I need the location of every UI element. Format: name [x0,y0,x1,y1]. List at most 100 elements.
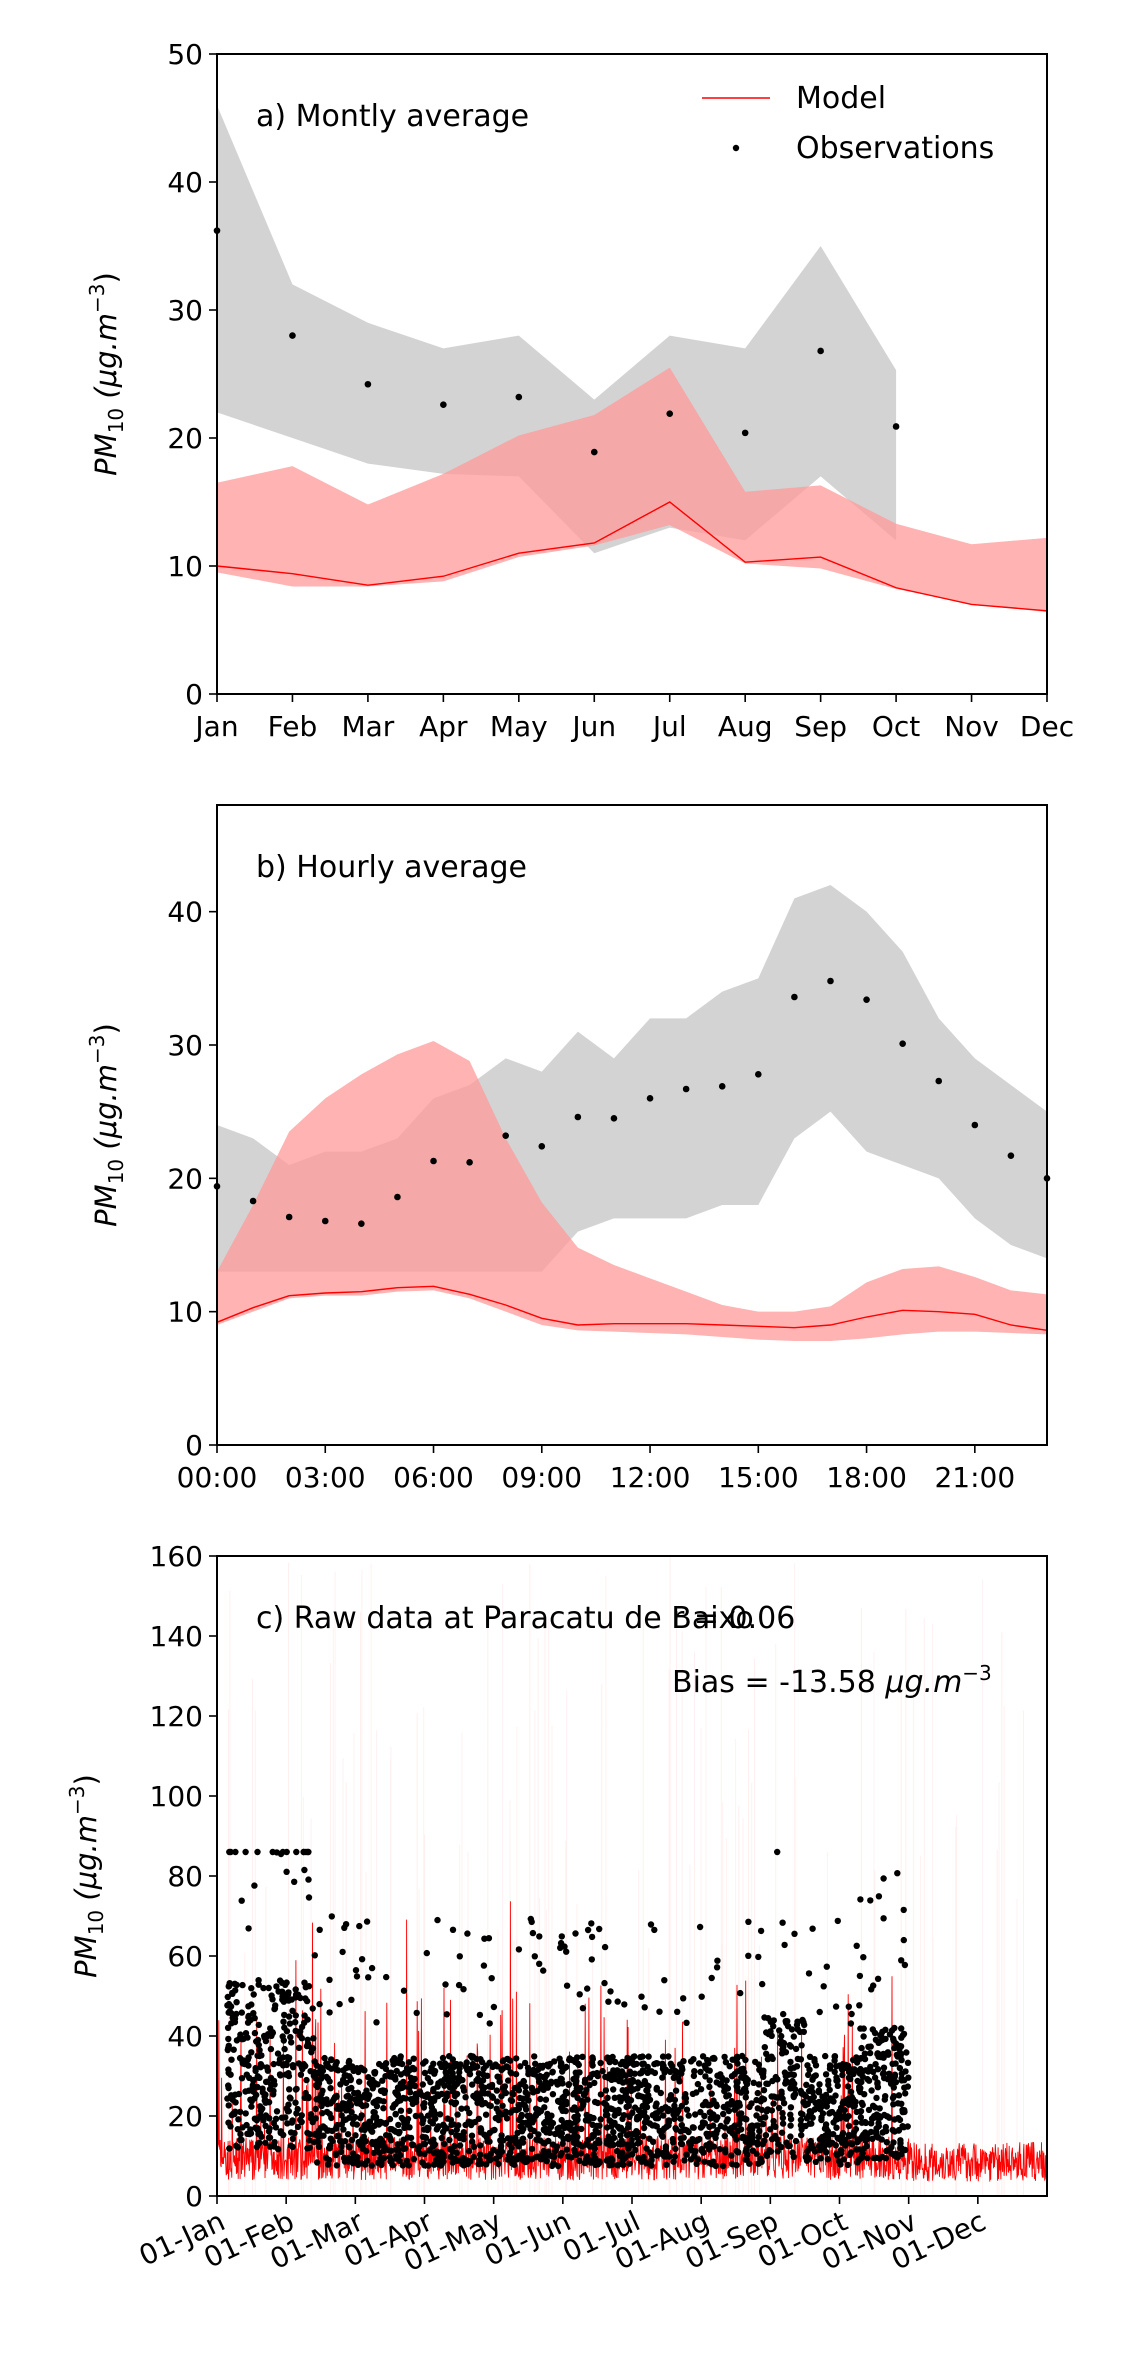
observation-point [607,2142,614,2149]
observation-point [618,2137,625,2144]
observation-point [409,2142,416,2149]
observation-point [823,2103,830,2110]
observation-point [770,2100,777,2107]
observation-point [354,2089,362,2096]
observation-point [767,2148,775,2155]
observation-point [621,2001,628,2008]
observation-point [477,2151,484,2158]
observation-point [769,2055,776,2062]
observation-point [317,2065,324,2072]
observation-point [261,2097,268,2104]
observation-point [252,2067,259,2075]
observation-point [733,2083,740,2090]
observation-point [265,2128,273,2135]
observation-point [761,2044,768,2051]
observation-point [537,2156,545,2163]
observation-point [597,2116,604,2123]
observation-point [853,2108,860,2116]
observation-point [328,1913,335,1920]
observation-point [857,1896,864,1903]
observation-point [286,2094,294,2101]
observation-point [738,2110,745,2117]
observation-point [605,2133,612,2140]
observation-point [891,2044,898,2052]
observation-point [638,2069,645,2077]
observation-point [326,2009,333,2016]
observation-point [652,2103,659,2110]
observation-point [558,2060,565,2067]
observation-point [672,2087,680,2094]
observation-point [683,2019,690,2027]
observation-point [733,2147,740,2155]
y-tick-label: 80 [167,1860,203,1893]
observation-point [398,2060,406,2068]
observation-point [453,2157,461,2165]
observation-point [852,2119,860,2126]
observation-point [490,2003,498,2011]
observation-point [556,2055,563,2062]
observation-point [889,2126,896,2134]
observation-point [643,2103,651,2111]
observation-point [778,2041,785,2048]
observation-point [888,2150,895,2157]
observation-point [316,1926,323,1934]
observation-point [602,2073,609,2081]
observation-point [654,2147,661,2155]
observation-point [542,2078,549,2086]
observation-point [483,2161,490,2168]
y-tick-label: 60 [167,1940,203,1973]
observation-point [778,2129,786,2136]
observation-point [839,2060,847,2068]
observation-point [722,2146,729,2153]
observation-point [227,2003,235,2010]
observation-point [790,2153,797,2160]
observation-point [238,2075,246,2082]
observation-point [754,2089,761,2097]
observation-point [295,2060,302,2067]
observation-point [625,2121,632,2128]
observation-point [614,2123,622,2130]
observation-point [819,2133,826,2141]
observation-point [596,1925,603,1933]
observation-point [487,2156,495,2163]
observation-point [352,1967,360,1974]
observation-point [342,2064,350,2072]
observation-point [676,2078,683,2085]
observation-point [812,2158,819,2165]
observation-point [648,2068,655,2075]
observation-point [346,2057,353,2065]
observation-point [571,2089,579,2096]
observation-point [880,2069,887,2077]
observation-point [708,1974,715,1982]
observation-point [585,2117,592,2124]
observation-point [628,2139,635,2147]
observation-point [718,1083,726,1090]
observation-point [797,2056,805,2063]
observation-point [321,1217,329,1225]
observation-point [861,2055,869,2063]
observation-point [402,2095,409,2102]
observation-point [574,2060,581,2067]
observation-point [809,1925,816,1932]
observation-point [658,2105,666,2113]
observation-point [856,2002,863,2009]
observation-point [691,2068,698,2075]
observation-point [839,2130,847,2137]
observation-point [382,2120,389,2127]
observation-point [559,2080,566,2087]
observation-point [610,2086,617,2093]
observation-point [568,2154,575,2161]
observation-point [294,2123,302,2131]
observation-point [456,2076,463,2084]
observation-point [875,2120,882,2127]
observation-point [774,2148,781,2155]
observation-point [237,2131,244,2138]
observation-point [242,2110,249,2117]
observation-point [439,2054,447,2062]
observation-point [341,2154,348,2161]
observation-point [806,2066,813,2073]
observation-point [314,2159,321,2166]
observation-point [464,2160,471,2168]
observation-point [439,2128,447,2136]
observation-point [488,1975,495,1982]
